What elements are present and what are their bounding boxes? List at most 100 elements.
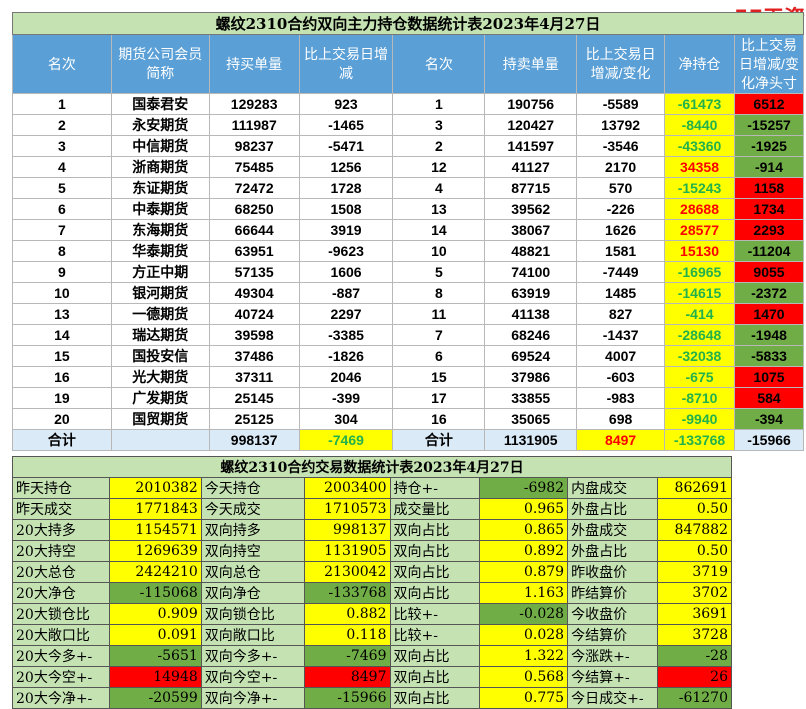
stat-value: 0.091 (108, 624, 202, 646)
buy-change-cell: -9623 (298, 240, 394, 262)
stat-label: 昨结算价 (567, 582, 659, 604)
sell-change-cell: 2170 (576, 156, 666, 178)
net-position-cell: -16965 (664, 261, 735, 283)
stat-label: 成交量比 (389, 498, 481, 520)
sell-volume-cell: 37986 (484, 366, 578, 388)
buy-volume-cell: 25145 (208, 387, 300, 409)
stat-label: 今涨跌+- (567, 645, 659, 667)
stat-label: 今日成交+- (567, 687, 659, 709)
table-row: 8 华泰期货 63951 -9623 10 48821 1581 15130 -11204 (12, 240, 804, 262)
sell-change-cell: 13792 (576, 114, 666, 136)
table-row: 20大持多 1154571 双向持多 998137 双向占比 0.865 外盘成交 84788… (12, 519, 732, 541)
stat-value: -133768 (303, 582, 391, 604)
table-row: 10 银河期货 49304 -887 8 63919 1485 -14615 -2372 (12, 282, 804, 304)
total-net: -133768 (664, 429, 735, 451)
net-change-cell: -5833 (734, 345, 804, 367)
table-row: 5 东证期货 72472 1728 4 87715 570 -15243 1158 (12, 177, 804, 199)
rank-buy-cell: 15 (12, 345, 112, 367)
stat-value: -115068 (108, 582, 202, 604)
stat-value: 2130042 (303, 561, 391, 583)
net-change-cell: 1158 (734, 177, 804, 199)
sell-volume-cell: 69524 (484, 345, 578, 367)
stat-value: 1.322 (479, 645, 569, 667)
stat-value: 0.118 (303, 624, 391, 646)
total-empty (110, 429, 210, 451)
net-change-cell: -914 (734, 156, 804, 178)
member-name-cell: 浙商期货 (110, 156, 210, 178)
stat-label: 20大持多 (12, 519, 110, 541)
rank-buy-cell: 4 (12, 156, 112, 178)
sell-volume-cell: 48821 (484, 240, 578, 262)
table-row: 13 一德期货 40724 2297 11 41138 827 -414 1470 (12, 303, 804, 325)
table-row: 15 国投安信 37486 -1826 6 69524 4007 -32038 -5833 (12, 345, 804, 367)
table-row: 20大净仓 -115068 双向净仓 -133768 双向占比 1.163 昨结算价 3702 (12, 582, 732, 604)
buy-volume-cell: 111987 (208, 114, 300, 136)
stat-label: 20大今净+- (12, 687, 110, 709)
table-row: 2 永安期货 111987 -1465 3 120427 13792 -8440 -15257 (12, 114, 804, 136)
sell-volume-cell: 141597 (484, 135, 578, 157)
sell-volume-cell: 41138 (484, 303, 578, 325)
stat-label: 20大持空 (12, 540, 110, 562)
stat-label: 外盘成交 (567, 519, 659, 541)
stat-label: 双向占比 (389, 582, 481, 604)
stat-value: -20599 (108, 687, 202, 709)
rank-sell-cell: 13 (392, 198, 486, 220)
sell-change-cell: -3546 (576, 135, 666, 157)
sell-volume-cell: 68246 (484, 324, 578, 346)
member-name-cell: 光大期货 (110, 366, 210, 388)
stat-value: 0.775 (479, 687, 569, 709)
rank-buy-cell: 16 (12, 366, 112, 388)
stat-label: 双向占比 (389, 666, 481, 688)
header-net-position: 净持仓 (664, 34, 735, 94)
stat-label: 今收盘价 (567, 603, 659, 625)
rank-buy-cell: 20 (12, 408, 112, 430)
buy-volume-cell: 40724 (208, 303, 300, 325)
stat-label: 今天成交 (200, 498, 305, 520)
stat-label: 双向今空+- (200, 666, 305, 688)
member-name-cell: 国泰君安 (110, 93, 210, 115)
stat-value: 0.028 (479, 624, 569, 646)
sell-change-cell: -983 (576, 387, 666, 409)
member-name-cell: 中泰期货 (110, 198, 210, 220)
stat-value: -28 (657, 645, 732, 667)
buy-change-cell: 2046 (298, 366, 394, 388)
header-rank-sell: 名次 (392, 34, 486, 94)
buy-change-cell: 1256 (298, 156, 394, 178)
net-position-cell: 28688 (664, 198, 735, 220)
stat-label: 昨收盘价 (567, 561, 659, 583)
total-net-change: -15966 (734, 429, 804, 451)
stat-value: -7469 (303, 645, 391, 667)
table-row: 20大今净+- -20599 双向今净+- -15966 双向占比 0.775 今日成交+-… (12, 687, 732, 709)
buy-volume-cell: 98237 (208, 135, 300, 157)
sell-change-cell: -226 (576, 198, 666, 220)
net-position-cell: -414 (664, 303, 735, 325)
rank-sell-cell: 6 (392, 345, 486, 367)
sell-change-cell: -603 (576, 366, 666, 388)
net-change-cell: 1470 (734, 303, 804, 325)
buy-volume-cell: 49304 (208, 282, 300, 304)
rank-sell-cell: 15 (392, 366, 486, 388)
net-change-cell: 1075 (734, 366, 804, 388)
buy-change-cell: -5471 (298, 135, 394, 157)
stat-label: 双向今多+- (200, 645, 305, 667)
buy-volume-cell: 68250 (208, 198, 300, 220)
stat-value: 2424210 (108, 561, 202, 583)
buy-change-cell: -399 (298, 387, 394, 409)
stat-label: 双向敞口比 (200, 624, 305, 646)
rank-buy-cell: 14 (12, 324, 112, 346)
rank-buy-cell: 6 (12, 198, 112, 220)
buy-volume-cell: 57135 (208, 261, 300, 283)
stat-label: 双向占比 (389, 519, 481, 541)
table-row: 3 中信期货 98237 -5471 2 141597 -3546 -43360 -1925 (12, 135, 804, 157)
stat-label: 双向今净+- (200, 687, 305, 709)
trade-table-title: 螺纹2310合约交易数据统计表2023年4月27日 (12, 456, 732, 478)
rank-sell-cell: 12 (392, 156, 486, 178)
member-name-cell: 东海期货 (110, 219, 210, 241)
net-change-cell: -1925 (734, 135, 804, 157)
buy-volume-cell: 25125 (208, 408, 300, 430)
rank-sell-cell: 5 (392, 261, 486, 283)
sell-change-cell: 4007 (576, 345, 666, 367)
member-name-cell: 东证期货 (110, 177, 210, 199)
net-change-cell: 1734 (734, 198, 804, 220)
sell-volume-cell: 38067 (484, 219, 578, 241)
